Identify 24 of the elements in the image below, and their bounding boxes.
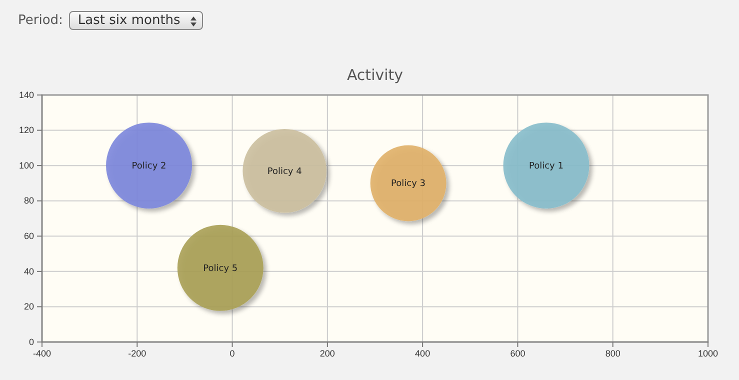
series-label: Policy 4 xyxy=(267,166,302,177)
y-tick-label: 140 xyxy=(18,90,34,100)
y-tick-label: 100 xyxy=(18,160,34,170)
text: Period: xyxy=(18,13,63,28)
chart-title: Activity xyxy=(346,66,404,84)
series-label: Policy 3 xyxy=(391,179,426,190)
series-label: Policy 5 xyxy=(203,264,238,274)
x-tick-label: -200 xyxy=(128,348,146,358)
x-tick-label: -400 xyxy=(32,348,52,358)
period-dropdown: Last six months xyxy=(68,11,204,30)
x-tick-label: 1000 xyxy=(698,348,718,358)
y-tick-label: 80 xyxy=(24,196,34,206)
series-label: Policy 2 xyxy=(132,162,166,172)
y-tick-label: 120 xyxy=(18,125,34,136)
y-tick-label: 0 xyxy=(28,336,34,347)
series-label: Policy 1 xyxy=(529,162,564,172)
y-tick-label: 60 xyxy=(24,231,34,242)
y-tick-label: 40 xyxy=(24,266,34,276)
x-tick-label: 0 xyxy=(230,348,235,358)
x-tick-label: 400 xyxy=(415,348,430,358)
x-tick-label: 200 xyxy=(320,348,335,358)
y-tick-label: 20 xyxy=(24,302,34,312)
x-tick-label: 600 xyxy=(510,348,526,358)
x-tick-label: 800 xyxy=(605,348,620,358)
